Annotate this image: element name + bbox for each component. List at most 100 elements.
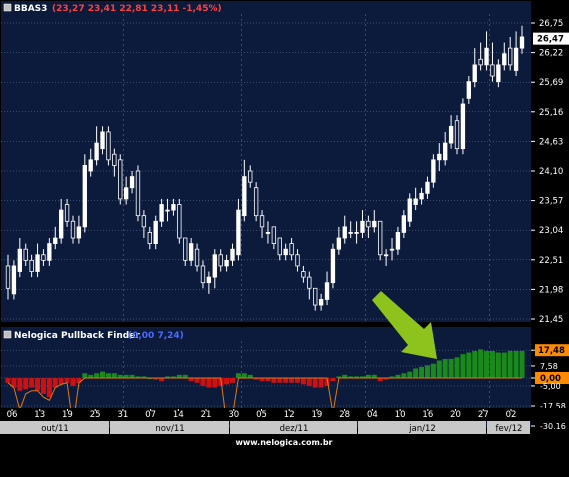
indicator-bar-positive	[100, 371, 106, 379]
x-day-label: 30	[228, 410, 239, 420]
candle-body	[454, 120, 460, 150]
header-bg	[1, 1, 213, 14]
indicator-last-value-tag	[535, 344, 569, 357]
indicator-bar-negative	[40, 378, 46, 394]
indicator-series-icon[interactable]	[3, 330, 12, 339]
indicator-bar-positive	[359, 376, 365, 379]
indicator-bar-negative	[271, 378, 277, 383]
candle-body	[29, 259, 34, 272]
candle-body	[348, 232, 353, 234]
indicator-bars	[5, 349, 525, 426]
price-tick-label: 22,51	[539, 256, 563, 266]
candle-body	[508, 47, 513, 66]
candle-body	[177, 204, 182, 239]
x-day-label: 28	[339, 410, 350, 420]
indicator-bar-positive	[489, 350, 495, 379]
indicator-bar-negative	[194, 378, 200, 383]
candle-body	[336, 237, 342, 250]
indicator-bar-positive	[348, 376, 354, 379]
indicator-bar-positive	[365, 374, 371, 379]
x-day-label: 25	[90, 410, 101, 420]
candle-body	[17, 248, 22, 272]
indicator-bar-negative	[29, 378, 35, 388]
candle-body	[484, 47, 489, 66]
price-panel[interactable]	[1, 1, 531, 322]
indicator-bar-positive	[182, 374, 188, 379]
footer-text: www.nelogica.com.br	[236, 438, 333, 447]
candle-body	[431, 159, 436, 183]
indicator-bar-negative	[23, 378, 29, 390]
x-day-label: 07	[145, 410, 156, 420]
candle-body	[472, 64, 477, 83]
indicator-bar-negative	[17, 378, 23, 391]
candle-body	[248, 170, 253, 183]
indicator-bar-negative	[224, 378, 230, 385]
indicator-bar-negative	[330, 378, 336, 382]
month-cell-bg	[358, 421, 486, 434]
candle-body	[53, 237, 58, 245]
candle-body	[224, 259, 229, 267]
candle-body	[383, 254, 389, 257]
x-day-label: 05	[256, 410, 267, 420]
candle-body	[188, 243, 194, 261]
indicator-bar-negative	[318, 378, 324, 388]
month-cell-bg	[487, 421, 530, 434]
indicator-bar-positive	[105, 373, 111, 379]
indicator-zero-tag	[535, 372, 569, 385]
indicator-bar-positive	[401, 373, 407, 379]
candle-body	[448, 125, 454, 144]
candle-body	[413, 198, 418, 205]
indicator-bar-positive	[413, 368, 419, 379]
candle-body	[23, 248, 28, 261]
candle-body	[135, 170, 141, 217]
candle-body	[70, 220, 76, 239]
candle-body	[502, 53, 507, 66]
x-day-label: 02	[506, 410, 517, 420]
x-day-label: 16	[422, 410, 433, 420]
candle-body	[100, 131, 105, 150]
candle-body	[153, 220, 158, 245]
price-tick-label: 24,63	[539, 137, 563, 147]
price-tick-label: 25,16	[539, 108, 563, 118]
candle-body	[318, 299, 324, 306]
month-cell-bg	[230, 421, 357, 434]
candle-body	[401, 215, 407, 233]
candle-body	[265, 232, 271, 234]
indicator-axis: 17,48 7,58 0,00-5,00 -17,58 -30,16	[531, 344, 569, 431]
candle-body	[218, 254, 223, 267]
price-tick-label: 25,69	[539, 78, 563, 88]
header-series-icon[interactable]	[3, 3, 12, 12]
arrow-shape	[372, 291, 437, 359]
candle-body	[212, 254, 217, 278]
indicator-bar-negative	[5, 378, 11, 383]
candle-body	[307, 276, 312, 289]
indicator-bar-positive	[466, 352, 472, 379]
indicator-bar-negative	[64, 378, 70, 383]
indicator-bar-positive	[424, 365, 430, 379]
indicator-bar-negative	[324, 378, 330, 386]
indicator-bar-negative	[259, 378, 265, 382]
indicator-bar-negative	[46, 378, 52, 398]
candle-body	[64, 204, 70, 222]
indicator-bar-positive	[484, 350, 490, 379]
price-tick-label: 24,10	[539, 167, 563, 177]
candle-body	[88, 159, 93, 172]
candle-body	[200, 265, 206, 284]
indicator-bar-positive	[123, 374, 129, 379]
indicator-bar-negative	[212, 378, 218, 388]
last-price-tag	[533, 32, 569, 45]
price-axis: 26,75 26,22 25,69 25,16 24,63 24,10 23,57 23,04…	[531, 19, 569, 325]
candle-body	[395, 232, 401, 250]
indicator-bar-negative	[188, 378, 194, 382]
candle-body	[118, 159, 123, 200]
month-label: jan/12	[408, 424, 436, 434]
indicator-bar-positive	[442, 358, 448, 379]
indicator-bar-positive	[513, 350, 519, 379]
candle-body	[183, 237, 188, 261]
candle-body	[389, 248, 395, 251]
month-label: nov/11	[155, 424, 184, 434]
indicator-bar-positive	[389, 376, 395, 379]
candle-body	[165, 209, 170, 212]
indicator-bar-negative	[159, 378, 165, 382]
